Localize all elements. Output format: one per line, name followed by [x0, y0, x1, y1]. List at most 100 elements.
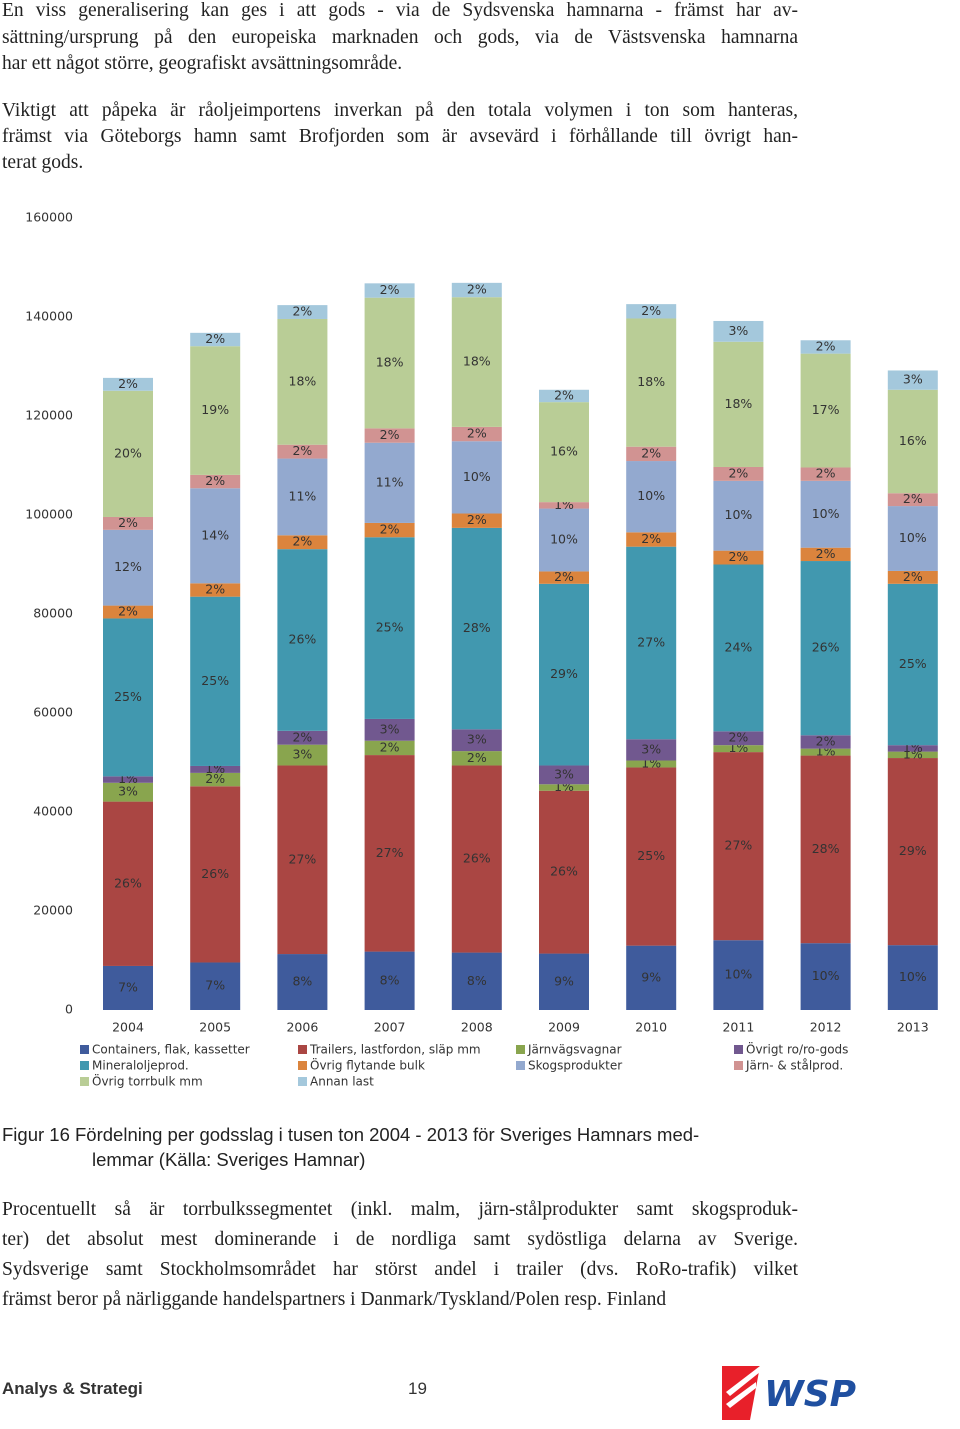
legend-swatch — [298, 1077, 307, 1086]
legend-swatch — [298, 1061, 307, 1070]
bar-segment — [800, 353, 851, 468]
paragraph-line: Sydsverige samt Stockholmsområdet har st… — [2, 1259, 798, 1280]
bar-segment — [887, 493, 938, 507]
paragraph-line: terat gods. — [2, 152, 84, 173]
bar-segment — [364, 428, 415, 443]
bar-segment — [800, 561, 851, 736]
data-label: 10% — [899, 969, 927, 984]
bar-segment — [626, 546, 677, 740]
data-label: 28% — [812, 841, 840, 856]
data-label: 18% — [725, 396, 753, 411]
data-label: 3% — [728, 323, 748, 338]
bar-segment — [103, 529, 153, 606]
chart: 0 20000 40000 60000 80000 100000 120000 140000 1… — [25, 210, 938, 1089]
bar-segment — [190, 962, 241, 1010]
data-label: 2% — [118, 376, 138, 391]
bar-segment — [713, 752, 764, 941]
data-label: 7% — [118, 979, 138, 994]
x-tick-label: 2004 — [112, 1020, 144, 1035]
data-label: 25% — [114, 689, 142, 704]
data-label: 2% — [205, 771, 225, 786]
bar-segment — [713, 745, 764, 753]
y-tick-label: 120000 — [25, 408, 73, 423]
bar-segment — [626, 767, 677, 946]
bar-segment — [713, 320, 764, 342]
bar-segment — [887, 751, 938, 759]
data-label: 12% — [114, 559, 142, 574]
bar-segment — [190, 583, 241, 597]
bar-segment — [887, 945, 938, 1010]
legend-label: Trailers, lastfordon, släp mm — [309, 1043, 481, 1057]
bar-segment — [451, 729, 502, 752]
data-label: 2% — [292, 534, 312, 549]
y-tick-label: 100000 — [25, 507, 73, 522]
data-label: 2% — [728, 465, 748, 480]
data-label: 2% — [205, 581, 225, 596]
paragraph-line: Procentuellt så är torrbulkssegmentet (i… — [2, 1199, 798, 1220]
bar-segment — [277, 458, 328, 536]
data-label: 2% — [641, 531, 661, 546]
data-label: 26% — [114, 875, 142, 890]
data-label: 8% — [380, 972, 400, 987]
bar-segment — [539, 508, 589, 572]
data-label: 2% — [903, 569, 923, 584]
bar-segment — [103, 782, 153, 802]
bar-segment — [451, 441, 502, 514]
data-label: 2% — [380, 522, 400, 537]
bar-segment — [451, 282, 502, 298]
data-label: 18% — [463, 354, 491, 369]
bar-segment — [887, 570, 938, 584]
data-label: 2% — [292, 443, 312, 458]
bar-segment — [800, 480, 851, 548]
data-label: 26% — [289, 631, 317, 646]
legend-swatch — [734, 1061, 743, 1070]
data-label: 27% — [289, 851, 317, 866]
bar-segment — [887, 745, 938, 752]
bar-segment — [713, 480, 764, 551]
bar-segment — [539, 790, 589, 954]
legend-swatch — [80, 1045, 89, 1054]
bar-segment — [800, 755, 851, 944]
x-tick-label: 2007 — [374, 1020, 406, 1035]
legend-label: Övrig torrbulk mm — [92, 1073, 203, 1089]
data-label: 2% — [467, 282, 487, 297]
data-label: 29% — [550, 666, 578, 681]
bar-segment — [277, 444, 328, 459]
bar-segment — [713, 550, 764, 565]
data-label: 2% — [816, 546, 836, 561]
data-label: 2% — [554, 569, 574, 584]
data-label: 10% — [725, 967, 753, 982]
legend-swatch — [80, 1077, 89, 1086]
data-label: 10% — [637, 488, 665, 503]
bar-segment — [887, 389, 938, 494]
bar-segment — [190, 786, 241, 963]
data-label: 27% — [637, 634, 665, 649]
legend-label: Järn- & stålprod. — [745, 1059, 843, 1073]
paragraph-line: främst via Göteborgs hamn samt Brofjorde… — [2, 126, 798, 147]
data-label: 2% — [118, 515, 138, 530]
bar-segment — [626, 760, 677, 768]
bar-segment — [364, 951, 415, 1010]
bar-segment — [277, 535, 328, 550]
bar-segment — [539, 765, 589, 785]
logo-mark — [726, 1366, 760, 1396]
wsp-logo: WSP — [722, 1366, 856, 1420]
paragraph-line: sättning/ursprung på den europeiska mark… — [2, 27, 798, 48]
bar-segment — [800, 547, 851, 562]
data-label: 3% — [292, 747, 312, 762]
bar-segment — [451, 513, 502, 528]
data-label: 11% — [289, 488, 317, 503]
data-label: 26% — [812, 640, 840, 655]
data-label: 2% — [728, 730, 748, 745]
bar-segment — [539, 784, 589, 791]
data-label: 17% — [812, 402, 840, 417]
bar-segment — [539, 402, 589, 503]
bar-segment — [626, 739, 677, 761]
bar-segment — [190, 332, 241, 347]
data-label: 10% — [812, 968, 840, 983]
legend-label: Övrigt ro/ro-gods — [746, 1041, 848, 1057]
bar-segment — [277, 549, 328, 731]
data-label: 3% — [467, 732, 487, 747]
bar-segment — [451, 426, 502, 442]
